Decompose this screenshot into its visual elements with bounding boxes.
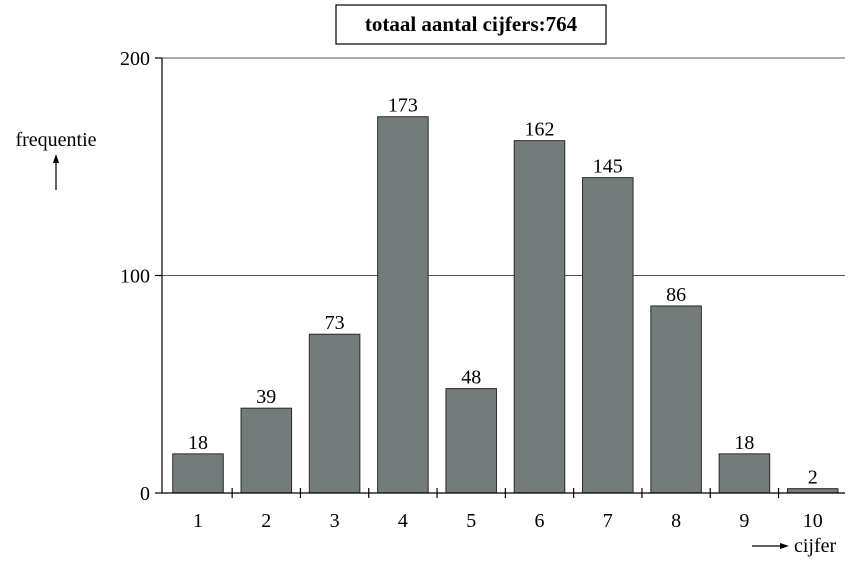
x-tick-label: 3 bbox=[330, 510, 340, 532]
x-tick-label: 2 bbox=[261, 510, 271, 532]
x-tick-label: 9 bbox=[739, 510, 749, 532]
data-label-3: 73 bbox=[325, 312, 345, 334]
bar-6 bbox=[513, 140, 566, 494]
y-axis-arrow-icon bbox=[53, 154, 59, 190]
data-label-10: 2 bbox=[808, 467, 818, 489]
y-tick-label: 100 bbox=[120, 266, 150, 288]
y-tick-label: 0 bbox=[140, 483, 150, 505]
x-tick-label: 8 bbox=[671, 510, 681, 532]
data-label-2: 39 bbox=[256, 386, 276, 408]
y-tick-label: 200 bbox=[120, 48, 150, 70]
data-label-6: 162 bbox=[525, 119, 555, 141]
x-tick-label: 6 bbox=[535, 510, 545, 532]
y-axis-label: frequentie bbox=[15, 129, 96, 151]
x-tick-label: 5 bbox=[466, 510, 476, 532]
bar-5 bbox=[445, 388, 497, 494]
x-axis-ticks: 1 2 3 4 5 6 7 8 9 10 bbox=[193, 488, 823, 532]
x-axis-arrow-icon bbox=[752, 543, 789, 549]
bar-10 bbox=[786, 488, 839, 494]
data-label-7: 145 bbox=[593, 156, 623, 178]
bar-9 bbox=[718, 453, 771, 494]
x-axis-label: cijfer bbox=[794, 535, 837, 557]
x-tick-label: 4 bbox=[398, 510, 408, 532]
x-tick-label: 10 bbox=[803, 510, 823, 532]
chart-title: totaal aantal cijfers:764 bbox=[365, 12, 578, 36]
gridlines bbox=[162, 57, 845, 276]
data-label-5: 48 bbox=[461, 367, 481, 389]
bar-3 bbox=[308, 333, 361, 494]
bar-4 bbox=[377, 116, 429, 494]
bar-1 bbox=[172, 453, 224, 494]
data-label-8: 86 bbox=[666, 284, 686, 306]
y-axis-ticks: 0 100 200 bbox=[120, 48, 162, 505]
bar-7 bbox=[582, 177, 634, 494]
data-label-1: 18 bbox=[188, 432, 208, 454]
bars: 18 39 73 173 48 162 145 86 18 2 bbox=[172, 95, 839, 494]
data-label-9: 18 bbox=[734, 432, 754, 454]
x-tick-label: 7 bbox=[603, 510, 613, 532]
data-label-4: 173 bbox=[388, 95, 418, 117]
x-tick-label: 1 bbox=[193, 510, 203, 532]
chart-title-box bbox=[335, 4, 607, 45]
bar-2 bbox=[240, 407, 293, 494]
bar-8 bbox=[650, 305, 702, 494]
